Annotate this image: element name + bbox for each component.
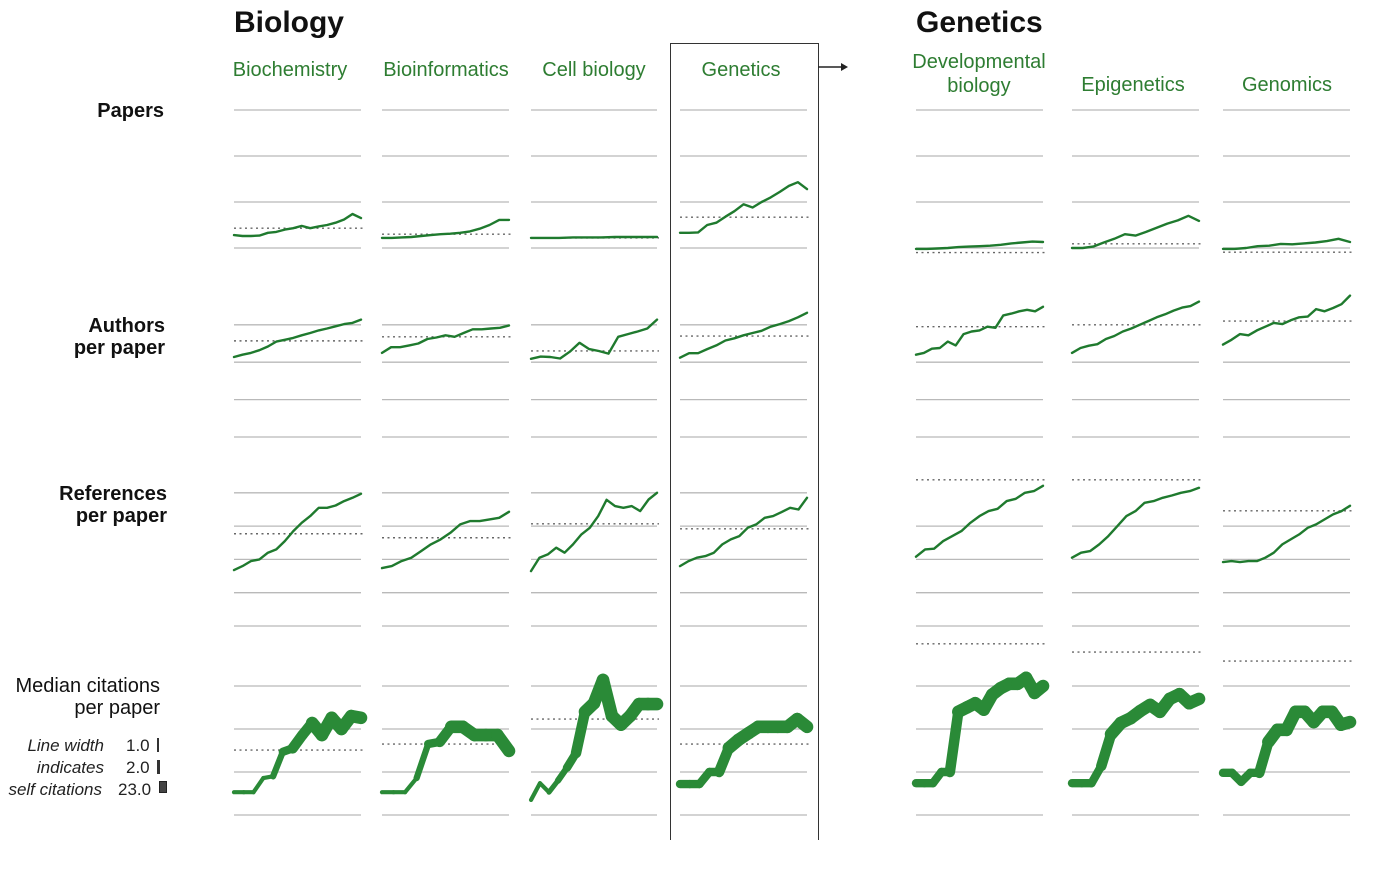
column-label-developmental-biology: Developmental biology [899,50,1059,98]
chart-panel [380,109,511,249]
chart-panel [231,685,368,816]
series-line-segment [269,748,286,780]
row-label-line: References [59,483,167,505]
series-line-segment [344,709,368,725]
column-label-bioinformatics: Bioinformatics [383,59,509,81]
series-line [1221,237,1352,251]
series-line [380,324,511,355]
series-line [529,235,659,240]
line-width-legend: Line width indicates self citations 1.0 … [0,735,180,801]
row-label-papers: Papers [0,100,164,122]
series-line [678,311,809,359]
chart-panel [1221,109,1352,253]
arrow-icon [818,63,848,71]
chart-panel [529,491,659,627]
arrow-head [841,63,848,71]
series-line-segment [413,740,432,782]
legend-swatch-thick [159,781,167,793]
column-label-genetics: Genetics [701,59,781,81]
series-line [380,510,511,570]
genetics-highlight-box [670,43,819,840]
chart-panel [528,673,664,816]
series-line [232,212,363,238]
series-line-segment [491,728,516,758]
column-label-line: Developmental [912,51,1046,73]
chart-panel [911,643,1050,816]
series-line [914,305,1045,356]
legend-swatch-medium [157,760,160,774]
group-title-biology: Biology [234,6,344,39]
series-line-segment [944,706,964,778]
series-line [1070,214,1201,250]
chart-panel [678,492,809,627]
series-line [678,496,809,568]
legend-text-line: indicates [36,758,104,777]
series-line [529,318,659,360]
series-line-segment [790,712,814,734]
chart-panel [232,318,363,438]
series-line [380,218,511,240]
chart-panel [529,318,659,438]
series-line-segment [1028,679,1050,700]
series-line [914,240,1045,251]
chart-panel [379,685,516,816]
legend-text-line: Line width [27,736,104,755]
row-label-references-per-paper: References per paper [0,483,167,527]
series-line [914,484,1045,558]
legend-value: 23.0 [118,780,152,799]
series-line-segment [1182,692,1206,710]
row-label-line: per paper [73,337,165,359]
row-label-line: per paper [74,697,160,719]
series-line [678,181,809,234]
chart-panel [914,305,1045,438]
chart-panels [231,109,1357,816]
column-label-epigenetics: Epigenetics [1081,74,1185,96]
chart-panel [678,311,809,438]
row-label-line: Median citations [15,675,160,697]
row-label-line: per paper [75,505,167,527]
legend-value: 1.0 [126,736,150,755]
row-label-line: Authors [88,315,165,337]
chart-panel [232,109,363,249]
row-label-authors-per-paper: Authors per paper [0,315,165,359]
chart-panel [529,109,659,249]
chart-panel [1070,109,1201,250]
column-label-biochemistry: Biochemistry [232,59,348,81]
legend-value: 2.0 [126,758,150,777]
chart-panel [1221,504,1352,627]
column-label-genomics: Genomics [1241,74,1333,96]
row-label-line: Papers [97,100,164,122]
chart-panel [380,324,511,438]
legend-text-line: self citations [8,780,102,799]
legend-swatch-thin [157,738,159,752]
series-line [1221,504,1352,564]
series-line [1070,486,1201,559]
chart-panel [1067,651,1206,816]
series-line-segment [528,781,543,803]
column-label-line: biology [947,75,1011,97]
series-line [1070,300,1201,355]
series-line-segment [1334,715,1357,732]
chart-panel [232,492,363,627]
series-line-segment [251,775,266,795]
series-line [232,318,363,359]
group-title-genetics: Genetics [916,6,1043,39]
chart-panel [1218,660,1357,816]
chart-panel [914,479,1045,627]
series-line-segment [570,706,591,759]
chart-panel [1221,294,1352,438]
chart-panel [380,492,511,627]
series-line [232,492,363,572]
column-label-cell-biology: Cell biology [542,59,646,81]
chart-panel [914,109,1045,254]
chart-panel [1070,479,1201,627]
row-label-median-citations-per-paper: Median citations per paper [0,675,160,719]
series-line [529,491,659,573]
chart-panel [678,109,809,249]
chart-panel [1070,300,1201,438]
series-line [1221,294,1352,346]
chart-panel [675,685,814,816]
